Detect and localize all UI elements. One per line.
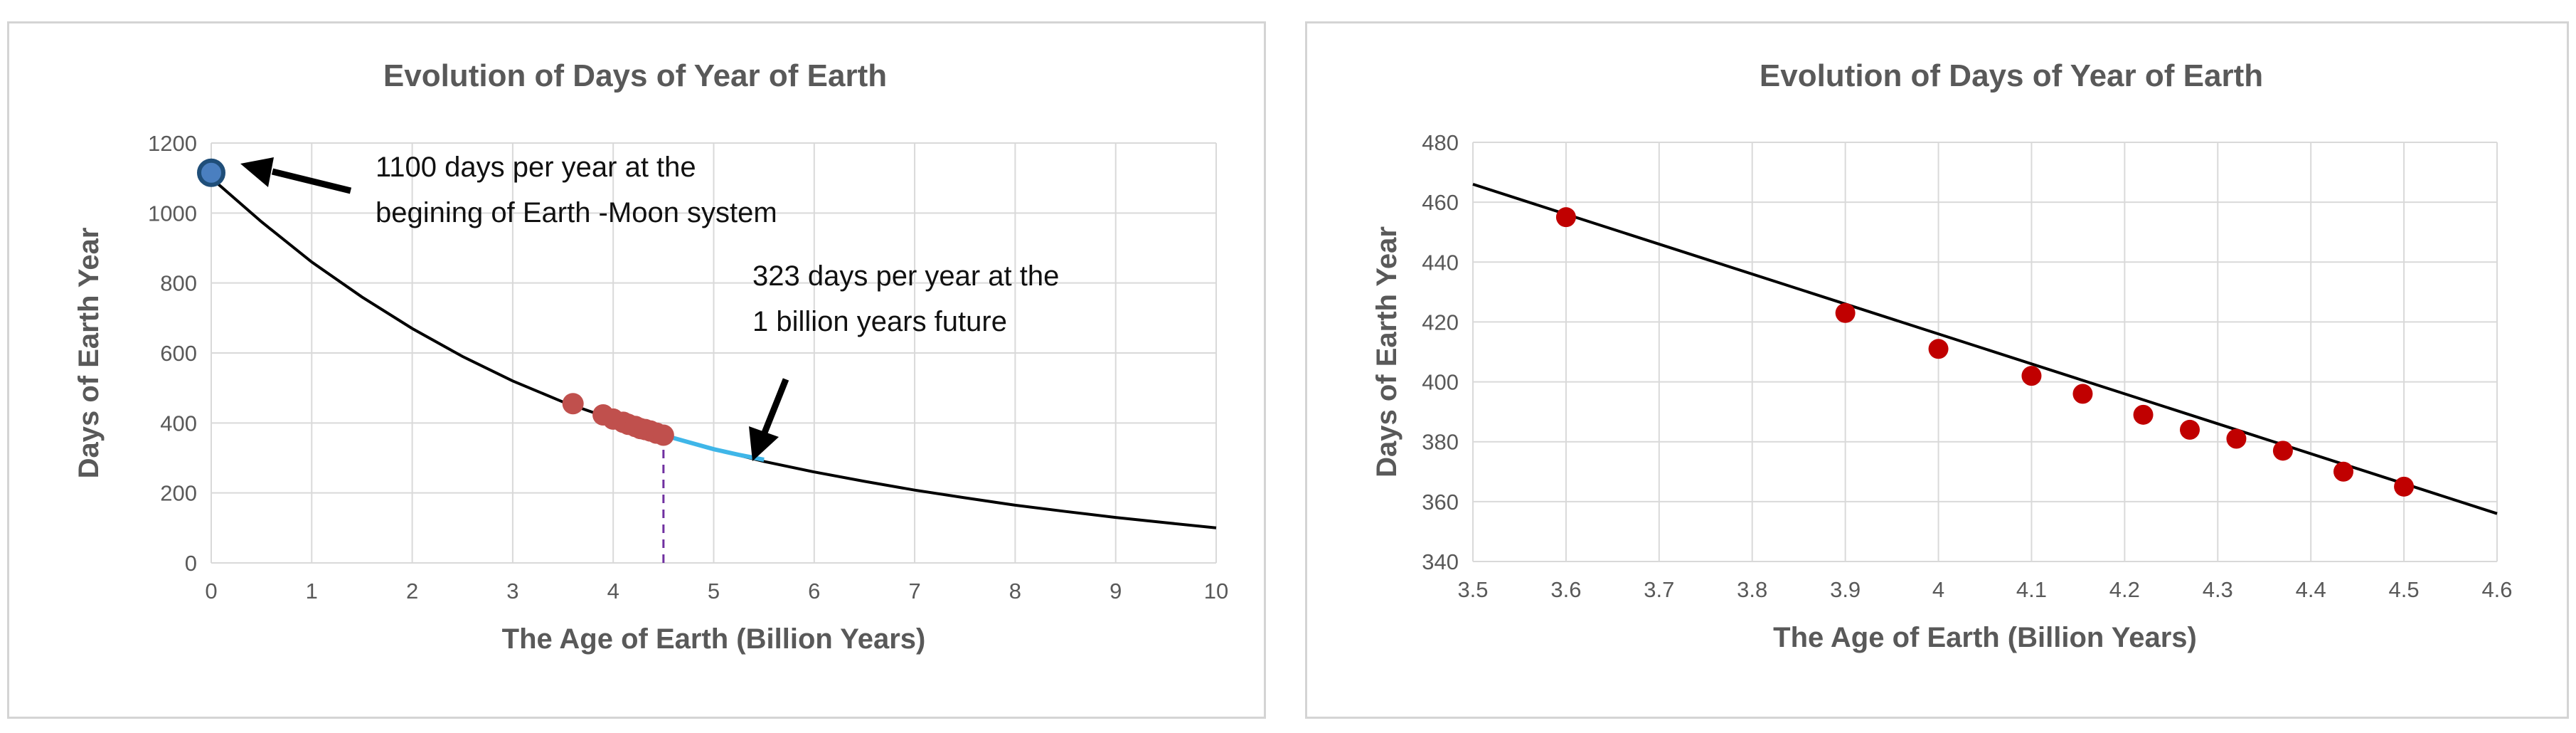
y-tick-label: 400 — [1422, 370, 1459, 395]
right-chart: Evolution of Days of Year of Earth 340 360… — [1371, 58, 2513, 653]
x-axis-label: The Age of Earth (Billion Years) — [502, 623, 926, 655]
x-tick-label: 0 — [205, 579, 217, 603]
x-tick-label: 3.9 — [1830, 577, 1861, 602]
x-tick-label: 4.5 — [2389, 577, 2420, 602]
data-point — [2180, 419, 2200, 440]
left-chart-panel: Evolution of Days of Year of Earth 0 200 40… — [7, 21, 1266, 719]
x-tick-label: 4 — [1932, 577, 1944, 602]
annotation-future-arrow-head — [749, 426, 779, 461]
data-point — [2226, 428, 2247, 449]
y-axis-label: Days of Earth Year — [73, 228, 105, 479]
x-tick-label: 4.3 — [2203, 577, 2233, 602]
annotation-origin-line: 1100 days per year at the — [376, 152, 696, 183]
left-chart: Evolution of Days of Year of Earth020040… — [73, 58, 1228, 655]
x-tick-label: 7 — [908, 579, 920, 603]
chart-title: Evolution of Days of Year of Earth — [383, 58, 887, 93]
x-tick-label: 9 — [1109, 579, 1122, 603]
y-tick-label: 340 — [1422, 549, 1459, 574]
y-tick-label: 600 — [160, 341, 197, 366]
annotation-future-arrow-shaft — [761, 378, 789, 434]
data-point — [1835, 302, 1856, 323]
x-tick-label: 4.1 — [2016, 577, 2047, 602]
x-tick-label: 3.5 — [1457, 577, 1488, 602]
x-tick-label: 8 — [1009, 579, 1021, 603]
origin-marker — [197, 158, 225, 187]
y-tick-label: 400 — [160, 411, 197, 436]
data-point — [2133, 404, 2154, 425]
y-tick-label: 420 — [1422, 310, 1459, 334]
trend-line — [1472, 182, 2498, 515]
annotation-origin-arrow-head — [240, 157, 274, 187]
chart-title: Evolution of Days of Year of Earth — [1760, 58, 2263, 93]
data-point — [1555, 207, 1576, 228]
data-point — [2272, 441, 2293, 461]
x-tick-label: 6 — [808, 579, 820, 603]
data-point — [2072, 384, 2093, 404]
y-tick-label: 380 — [1422, 430, 1459, 455]
observation-point — [652, 424, 674, 446]
x-tick-label: 4.4 — [2296, 577, 2326, 602]
data-point — [2021, 366, 2042, 386]
data-point — [1928, 339, 1949, 359]
data-point — [2394, 476, 2415, 497]
x-tick-label: 3 — [506, 579, 518, 603]
future-segment — [663, 433, 765, 462]
y-tick-label: 0 — [185, 551, 197, 576]
x-tick-label: 3.6 — [1550, 577, 1581, 602]
x-tick-label: 2 — [406, 579, 418, 603]
y-tick-label: 460 — [1422, 190, 1459, 215]
y-axis-label: Days of Earth Year — [1371, 226, 1403, 478]
x-tick-label: 4.2 — [2109, 577, 2140, 602]
x-tick-label: 4.6 — [2481, 577, 2512, 602]
y-tick-label: 1000 — [148, 201, 197, 226]
annotation-origin-line: begining of Earth -Moon system — [376, 197, 777, 228]
annotation-future-line: 1 billion years future — [752, 306, 1007, 337]
x-tick-label: 4 — [607, 579, 619, 603]
x-tick-label: 5 — [708, 579, 720, 603]
x-tick-label: 10 — [1204, 579, 1228, 603]
x-tick-label: 3.8 — [1737, 577, 1767, 602]
x-tick-label: 3.7 — [1644, 577, 1674, 602]
y-tick-label: 800 — [160, 271, 197, 296]
data-point — [2333, 461, 2353, 482]
observation-point — [562, 393, 584, 415]
y-tick-label: 360 — [1422, 490, 1459, 515]
annotation-origin-arrow-shaft — [271, 168, 352, 194]
x-tick-label: 1 — [306, 579, 318, 603]
y-tick-label: 1200 — [148, 131, 197, 156]
y-tick-label: 200 — [160, 481, 197, 506]
x-axis-label: The Age of Earth (Billion Years) — [1773, 622, 2197, 653]
right-chart-panel: Evolution of Days of Year of Earth 340 360… — [1305, 21, 2569, 719]
y-tick-label: 440 — [1422, 250, 1459, 275]
annotation-future-line: 323 days per year at the — [752, 260, 1059, 292]
y-tick-label: 480 — [1422, 130, 1459, 155]
